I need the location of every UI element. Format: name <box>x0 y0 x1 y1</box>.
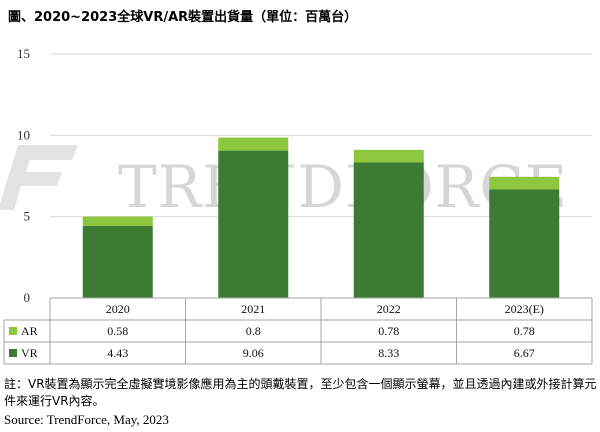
chart-source: Source: TrendForce, May, 2023 <box>4 412 169 427</box>
y-tick-label: 5 <box>24 209 31 224</box>
data-label-vr: 4.43 <box>107 346 128 360</box>
bar-vr-2021 <box>218 150 289 298</box>
data-label-ar: 0.78 <box>514 324 535 338</box>
watermark-logo <box>0 145 78 210</box>
data-label-vr: 6.67 <box>514 346 535 360</box>
y-axis: 0 5 10 15 <box>17 46 30 305</box>
data-label-ar: 0.78 <box>378 324 399 338</box>
category-label: 2020 <box>106 302 130 316</box>
bar-vr-2022 <box>353 162 424 298</box>
chart-title: 圖、2020~2023全球VR/AR裝置出貨量（單位：百萬台） <box>8 10 358 25</box>
bar-vr-2020 <box>82 225 153 298</box>
bar-ar-2021 <box>218 137 289 151</box>
y-tick-label: 10 <box>17 127 30 142</box>
bar-ar-2022 <box>353 149 424 163</box>
category-label: 2021 <box>241 302 265 316</box>
category-label: 2022 <box>377 302 401 316</box>
category-label: 2023(E) <box>505 302 544 316</box>
bars <box>82 137 560 298</box>
data-label-vr: 9.06 <box>243 346 264 360</box>
data-table: 2020 2021 2022 2023(E) 0.58 0.8 0.78 0.78 AR 4.43… <box>3 297 593 365</box>
bar-ar-2020 <box>82 216 153 226</box>
watermark-logo-shape <box>0 145 78 210</box>
y-tick-label: 0 <box>24 290 31 305</box>
data-label-vr: 8.33 <box>378 346 399 360</box>
legend-label-vr: VR <box>21 346 38 360</box>
legend-label-ar: AR <box>21 324 38 338</box>
legend-swatch-vr <box>9 349 17 357</box>
bar-vr-2023e <box>489 189 560 298</box>
bar-ar-2023e <box>489 176 560 190</box>
legend-swatch-ar <box>9 327 17 335</box>
chart-note: 註：VR裝置為顯示完全虛擬實境影像應用為主的頭戴裝置，至少包含一個顯示螢幕，並且… <box>4 377 597 408</box>
y-tick-label: 15 <box>17 46 30 61</box>
data-label-ar: 0.8 <box>246 324 261 338</box>
data-label-ar: 0.58 <box>107 324 128 338</box>
